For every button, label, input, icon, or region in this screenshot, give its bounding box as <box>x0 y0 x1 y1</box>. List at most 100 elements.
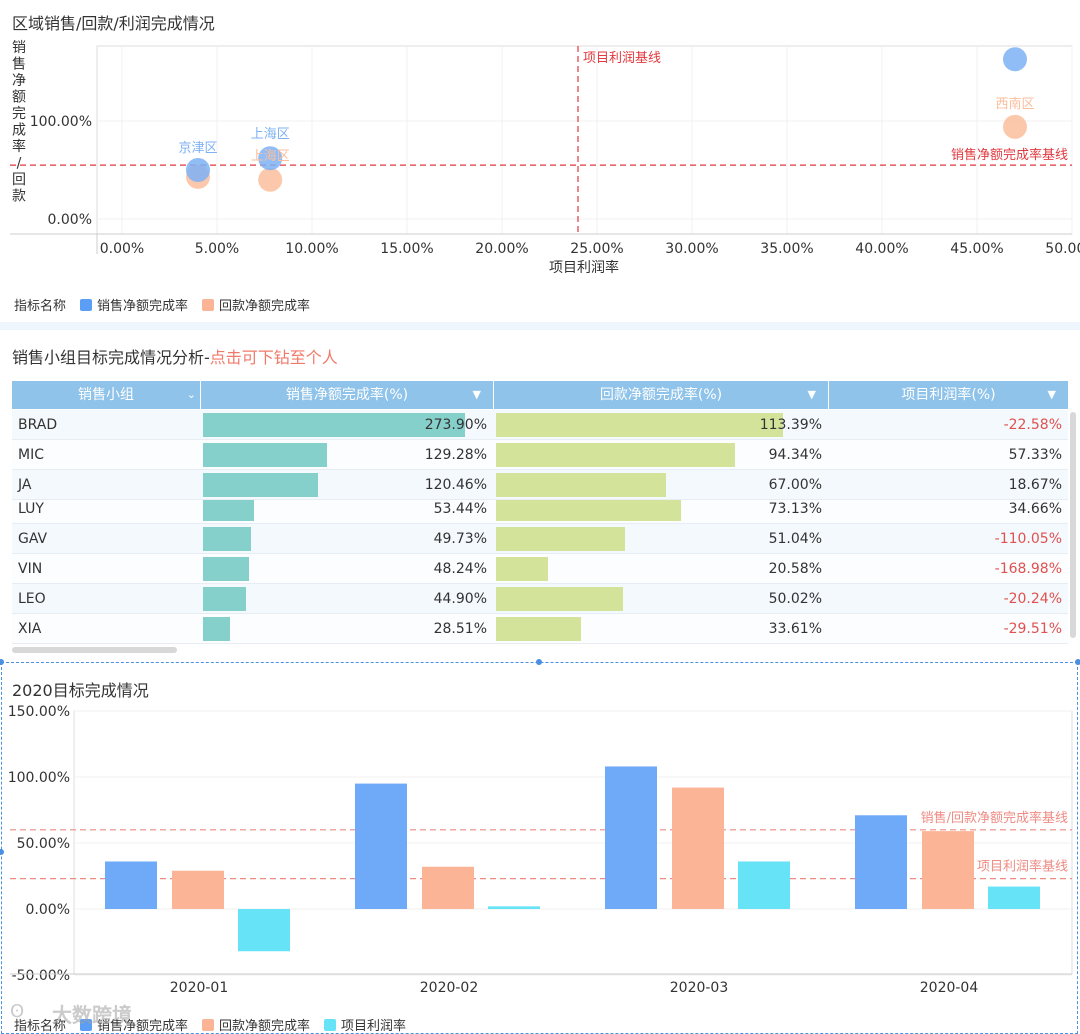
sales-bar <box>203 500 255 521</box>
x-tick-label: 50.00% <box>1045 241 1080 257</box>
sales-value: 49.73% <box>433 531 487 547</box>
refund-bar <box>496 500 682 521</box>
refund-bar <box>496 527 626 551</box>
col-header-refund[interactable]: 回款净额完成率(%) ▼ <box>494 381 829 409</box>
sales-value: 48.24% <box>433 561 487 577</box>
legend-title: 指标名称 <box>14 1019 67 1034</box>
legend-title: 指标名称 <box>14 299 67 314</box>
sales-bar <box>203 527 251 551</box>
refund-bar <box>496 413 783 437</box>
group-name[interactable]: JA <box>18 477 32 493</box>
refund-value: 50.02% <box>768 591 822 607</box>
plot-frame <box>96 45 1073 235</box>
resize-handle-top[interactable] <box>536 659 542 665</box>
legend-item-refund[interactable]: 回款净额完成率 <box>219 299 311 314</box>
x-tick-label: 5.00% <box>195 241 239 257</box>
group-name[interactable]: BRAD <box>18 417 58 433</box>
sales-value: 120.46% <box>424 477 487 493</box>
resize-handle-top-left[interactable] <box>0 659 4 665</box>
monthly-bar-title: 2020目标完成情况 <box>12 681 149 700</box>
monthly-bar-chart: 150.00% 100.00% 50.00% 0.00% -50.00% 2020-01 2… <box>8 704 1073 996</box>
refund-value: 20.58% <box>768 561 822 577</box>
table-row[interactable]: BRAD 273.90% 113.39% -22.58% <box>12 410 1068 440</box>
group-name[interactable]: GAV <box>18 531 48 547</box>
legend-swatch-refund <box>202 1018 215 1031</box>
dropdown-arrow-icon[interactable]: ▼ <box>1047 388 1056 401</box>
legend-item-refund[interactable]: 回款净额完成率 <box>219 1019 311 1034</box>
group-name[interactable]: XIA <box>18 621 42 637</box>
col-header-sales-label: 销售净额完成率(%) <box>285 387 409 403</box>
sales-group-title-main: 销售小组目标完成情况分析- <box>12 348 210 367</box>
monthly-bar-legend: 指标名称 销售净额完成率 回款净额完成率 项目利润率 <box>14 1015 406 1034</box>
refund-bar <box>496 587 623 611</box>
x-tick-label: 0.00% <box>100 241 144 257</box>
x-tick-label: 25.00% <box>570 241 623 257</box>
scatter-point-label: 京津区 <box>178 141 217 156</box>
profit-value: 57.33% <box>1008 447 1062 463</box>
col-header-refund-label: 回款净额完成率(%) <box>599 387 723 403</box>
region-scatter-panel: 区域销售/回款/利润完成情况 0.00% 100.00% 0.00% 5.00% 10.… <box>0 0 1080 322</box>
watermark-logo-icon: ʘ <box>10 1001 25 1022</box>
group-name[interactable]: LEO <box>18 591 46 607</box>
monthly-bar-panel: 2020目标完成情况 150.00% 100.00% 50.00% 0.00% -50.… <box>0 663 1080 1034</box>
scatter-point-refund <box>258 167 283 192</box>
region-scatter-legend: 指标名称 销售净额完成率 回款净额完成率 <box>14 295 310 314</box>
scatter-point-label: 上海区 <box>251 127 290 142</box>
table-row[interactable]: LEO 44.90% 50.02% -20.24% <box>12 584 1068 614</box>
profit-value: -20.24% <box>1003 591 1062 607</box>
bar <box>922 831 974 909</box>
sales-bar <box>203 557 250 581</box>
y-tick-label: -50.00% <box>12 968 70 984</box>
scatter-point-sales <box>258 146 283 171</box>
table-row[interactable]: LUY 53.44% 73.13% 34.66% <box>12 500 1068 524</box>
scatter-point-sales <box>1003 47 1027 72</box>
group-name[interactable]: LUY <box>18 501 44 517</box>
refund-bar <box>496 473 666 497</box>
table-row[interactable]: JA 120.46% 67.00% 18.67% <box>12 470 1068 500</box>
x-tick-label: 2020-02 <box>420 980 479 996</box>
table-row[interactable]: XIA 28.51% 33.61% -29.51% <box>12 614 1068 644</box>
table-row[interactable]: VIN 48.24% 20.58% -168.98% <box>12 554 1068 584</box>
legend-swatch-profit <box>324 1018 337 1031</box>
group-name[interactable]: MIC <box>18 447 44 463</box>
table-row[interactable]: GAV 49.73% 51.04% -110.05% <box>12 524 1068 554</box>
bar <box>605 766 657 909</box>
dropdown-arrow-icon[interactable]: ▼ <box>472 388 481 401</box>
profit-value: -110.05% <box>994 531 1062 547</box>
resize-handle-left[interactable] <box>0 849 4 855</box>
sort-icon[interactable]: ⌄ <box>186 388 196 401</box>
col-header-profit[interactable]: 项目利润率(%) ▼ <box>829 381 1068 409</box>
y-tick-label: 100.00% <box>30 114 92 130</box>
sales-bar <box>203 587 246 611</box>
col-header-group[interactable]: 销售小组 ⌄ <box>12 381 201 409</box>
profit-value: -22.58% <box>1003 417 1062 433</box>
y-tick-label: 150.00% <box>8 704 70 720</box>
group-name[interactable]: VIN <box>18 561 43 577</box>
table-header: 销售小组 ⌄ 销售净额完成率(%) ▼ 回款净额完成率(%) ▼ 项目利润率(%… <box>12 381 1068 409</box>
sales-bar <box>203 443 327 467</box>
region-scatter-chart: 0.00% 100.00% 0.00% 5.00% 10.00% 15.00% 20.00%… <box>10 40 1080 276</box>
col-header-group-label: 销售小组 <box>78 387 134 403</box>
bar <box>238 909 290 952</box>
table-horizontal-scrollbar[interactable] <box>12 647 177 653</box>
table-vertical-scrollbar[interactable] <box>1070 412 1076 638</box>
ref-line-label: 销售/回款净额完成率基线 <box>921 810 1068 826</box>
refund-value: 94.34% <box>768 447 822 463</box>
legend-item-sales[interactable]: 销售净额完成率 <box>97 1019 189 1034</box>
scatter-point-sales <box>186 158 210 182</box>
x-tick-label: 20.00% <box>475 241 528 257</box>
dropdown-arrow-icon[interactable]: ▼ <box>807 388 816 401</box>
col-header-profit-label: 项目利润率(%) <box>901 387 996 403</box>
scatter-point-refund <box>1003 114 1027 139</box>
resize-handle-top-right[interactable] <box>1075 659 1080 665</box>
sales-bar <box>203 617 231 641</box>
drilldown-hint-link[interactable]: 点击可下钻至个人 <box>209 348 338 367</box>
x-tick-label: 45.00% <box>950 241 1003 257</box>
x-tick-label: 2020-04 <box>920 980 979 996</box>
legend-item-sales[interactable]: 销售净额完成率 <box>97 299 189 314</box>
bar <box>672 787 724 909</box>
col-header-sales[interactable]: 销售净额完成率(%) ▼ <box>201 381 494 409</box>
table-row[interactable]: MIC 129.28% 94.34% 57.33% <box>12 440 1068 470</box>
sales-value: 273.90% <box>424 417 487 433</box>
legend-item-profit[interactable]: 项目利润率 <box>341 1019 407 1034</box>
